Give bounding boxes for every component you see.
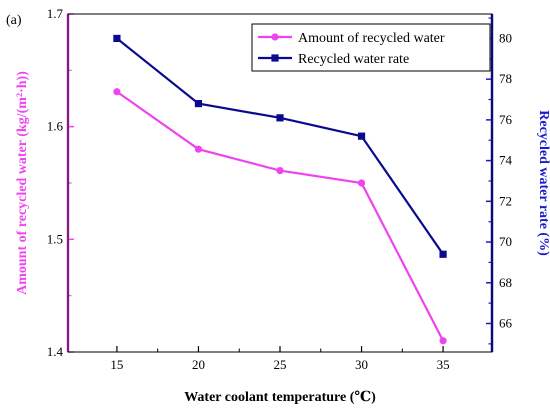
series-line-1 <box>116 90 445 342</box>
data-point <box>113 88 121 96</box>
x-tick-label: 30 <box>355 357 368 372</box>
x-tick-label: 25 <box>274 357 287 372</box>
x-tick-label: 15 <box>110 357 123 372</box>
data-point <box>276 114 284 122</box>
right-tick-label: 70 <box>499 234 512 249</box>
right-tick-label: 76 <box>499 112 513 127</box>
y-right-axis-title: Recycled water rate (%) <box>536 110 550 256</box>
x-tick-label: 35 <box>437 357 450 372</box>
right-tick-label: 80 <box>499 30 512 45</box>
legend-label: Amount of recycled water <box>298 31 445 46</box>
x-tick-label: 20 <box>192 357 205 372</box>
panel-label: (a) <box>6 13 22 28</box>
left-tick-label: 1.6 <box>47 119 64 134</box>
right-tick-label: 68 <box>499 275 512 290</box>
data-point <box>276 167 284 175</box>
right-tick-label: 74 <box>499 153 513 168</box>
series-layer <box>113 34 447 345</box>
data-point <box>357 132 366 140</box>
left-axis: 1.4 1.5 1.6 1.7 <box>47 6 74 359</box>
right-tick-label: 72 <box>499 193 512 208</box>
plot-frame <box>67 13 493 353</box>
data-point <box>439 337 447 345</box>
legend-label: Recycled water rate <box>298 52 409 67</box>
data-point <box>357 179 366 187</box>
left-tick-label: 1.4 <box>47 344 64 359</box>
right-tick-label: 78 <box>499 71 512 86</box>
left-tick-label: 1.7 <box>47 6 64 21</box>
legend-box <box>251 23 491 72</box>
data-point <box>439 250 447 258</box>
data-point <box>113 34 121 43</box>
x-axis: 15 20 25 30 35 <box>110 346 450 372</box>
right-tick-label: 66 <box>499 315 513 330</box>
data-point <box>194 99 203 108</box>
y-left-axis-title: Amount of recycled water (kg/(m²·h)) <box>15 71 30 295</box>
data-point <box>194 145 203 153</box>
x-axis-title: Water coolant temperature (℃) <box>184 390 376 405</box>
legend: Amount of recycled water Recycled water r… <box>251 23 491 72</box>
legend-marker <box>271 54 279 62</box>
legend-marker <box>271 33 279 41</box>
left-tick-label: 1.5 <box>47 231 63 246</box>
